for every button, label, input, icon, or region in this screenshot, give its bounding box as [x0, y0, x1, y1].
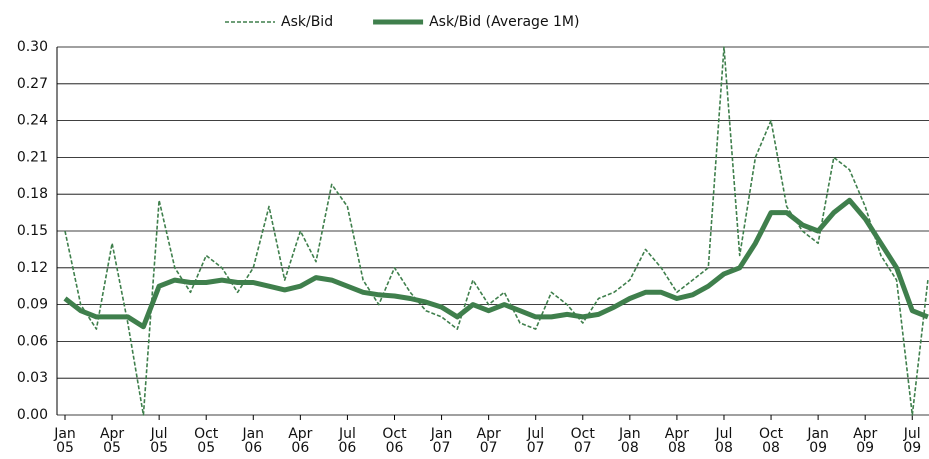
y-tick-label: 0.21 — [17, 149, 48, 165]
x-tick-label: Oct 08 — [758, 426, 784, 456]
x-tick-label: Jan 08 — [619, 426, 641, 456]
y-tick-label: 0.30 — [17, 39, 48, 55]
x-tick-label: Apr 05 — [99, 426, 125, 456]
x-tick-label: Jul 07 — [526, 426, 545, 456]
x-tick-label: Oct 07 — [570, 426, 595, 456]
x-tick-label: Apr 08 — [664, 426, 690, 456]
y-tick-label: 0.27 — [17, 76, 48, 92]
x-tick-label: Jan 06 — [242, 426, 265, 456]
x-tick-label: Apr 09 — [853, 426, 878, 456]
x-tick-label: Oct 06 — [382, 426, 407, 456]
y-tick-label: 0.24 — [17, 113, 48, 129]
y-tick-label: 0.06 — [17, 333, 48, 349]
x-tick-label: Jul 06 — [338, 426, 357, 456]
x-tick-label: Jul 05 — [150, 426, 169, 456]
x-tick-label: Apr 06 — [288, 426, 313, 456]
y-tick-label: 0.09 — [17, 297, 48, 313]
x-tick-label: Jul 08 — [715, 426, 733, 456]
x-tick-label: Jan 07 — [430, 426, 453, 456]
legend-label: Ask/Bid — [281, 14, 333, 30]
y-tick-label: 0.00 — [17, 407, 48, 423]
y-tick-label: 0.12 — [17, 260, 48, 276]
x-tick-label: Jul 09 — [903, 426, 922, 456]
y-tick-label: 0.03 — [17, 370, 48, 386]
series-line — [64, 46, 929, 416]
legend-label: Ask/Bid (Average 1M) — [429, 14, 579, 30]
y-tick-label: 0.15 — [17, 223, 48, 239]
x-tick-label: Jan 09 — [807, 426, 829, 456]
x-tick-label: Jan 05 — [54, 426, 76, 456]
x-tick-label: Oct 05 — [194, 426, 219, 456]
series-line — [63, 197, 929, 330]
x-tick-label: Apr 07 — [476, 426, 501, 456]
y-tick-label: 0.18 — [17, 186, 48, 202]
